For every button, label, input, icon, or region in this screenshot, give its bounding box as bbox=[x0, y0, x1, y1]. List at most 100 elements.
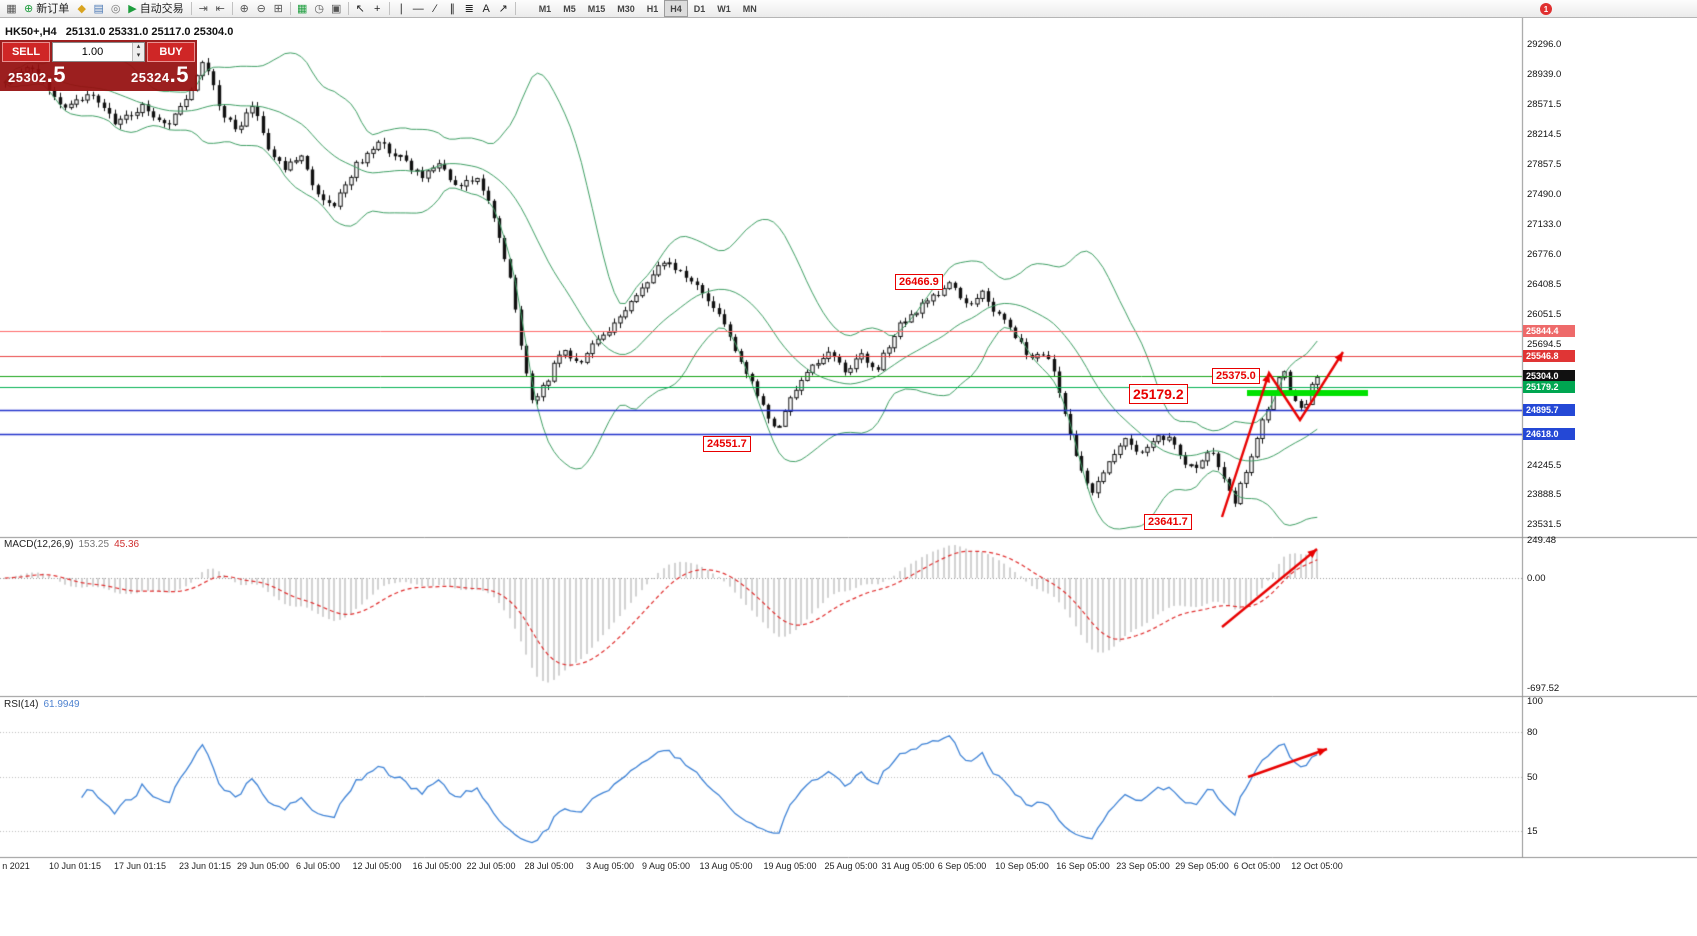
toolbar-separator bbox=[190, 2, 192, 15]
new-order-button-label: 新订单 bbox=[36, 2, 70, 15]
volume-input[interactable]: 1.00 ▴ ▾ bbox=[52, 42, 145, 62]
sell-button[interactable]: SELL bbox=[2, 42, 50, 62]
macd-label: MACD(12,26,9) 153.25 45.36 bbox=[4, 539, 139, 550]
time-axis-label: 29 Sep 05:00 bbox=[1175, 861, 1229, 871]
time-axis-label: 25 Aug 05:00 bbox=[824, 861, 878, 871]
volume-spinner: ▴ ▾ bbox=[132, 43, 144, 61]
macd-axis-label: 0.00 bbox=[1527, 573, 1546, 584]
price-level-annotation[interactable]: 24551.7 bbox=[703, 436, 751, 453]
timeframe-mn[interactable]: MN bbox=[742, 3, 757, 14]
chart-canvas[interactable] bbox=[0, 18, 1697, 936]
toolbar-separator bbox=[231, 2, 233, 15]
fibonacci-icon[interactable]: ≣ bbox=[461, 1, 478, 17]
timeframe-m30[interactable]: M30 bbox=[617, 3, 635, 14]
time-axis-label: 12 Oct 05:00 bbox=[1291, 861, 1343, 871]
volume-value[interactable]: 1.00 bbox=[81, 46, 104, 58]
vertical-line-icon[interactable]: ∣ bbox=[393, 1, 410, 17]
chart-title: HK50+,H4 25131.0 25331.0 25117.0 25304.0 bbox=[5, 26, 233, 38]
zoom-in-icon[interactable]: ⊕ bbox=[236, 1, 253, 17]
time-axis-label: 23 Sep 05:00 bbox=[1116, 861, 1170, 871]
auto-trading-button[interactable]: ▶ 自动交易 bbox=[124, 1, 187, 17]
zoom-out-icon-icon: ⊖ bbox=[256, 2, 266, 15]
volume-down-button[interactable]: ▾ bbox=[133, 52, 144, 61]
arrows-tool-icon[interactable]: ↗ bbox=[495, 1, 512, 17]
price-level-annotation[interactable]: 26466.9 bbox=[895, 274, 943, 291]
time-axis-label: 9 Aug 05:00 bbox=[641, 861, 691, 871]
fibonacci-icon-icon: ≣ bbox=[464, 2, 474, 15]
macd-signal-value: 45.36 bbox=[114, 539, 140, 550]
new-order-button[interactable]: ⊕ 新订单 bbox=[20, 1, 73, 17]
text-icon[interactable]: A bbox=[478, 1, 495, 17]
macd-main-value: 153.25 bbox=[78, 539, 110, 550]
chart-ohlc: 25131.0 25331.0 25117.0 25304.0 bbox=[65, 26, 234, 38]
zoom-out-icon[interactable]: ⊖ bbox=[253, 1, 270, 17]
time-axis-label: 28 Jul 05:00 bbox=[524, 861, 574, 871]
auto-trading-icon: ▶ bbox=[128, 2, 137, 15]
chart-window: HK50+,H4 25131.0 25331.0 25117.0 25304.0… bbox=[0, 18, 1697, 936]
time-axis-label: 13 Aug 05:00 bbox=[699, 861, 753, 871]
profiles-icon[interactable]: ▤ bbox=[90, 1, 107, 17]
new-chart-icon[interactable]: ▦ bbox=[294, 1, 311, 17]
price-axis[interactable]: 29296.0 28939.0 28571.5 28214.5 27857.5 27490… bbox=[1522, 18, 1697, 874]
rsi-axis-label: 50 bbox=[1527, 772, 1538, 784]
scripts-icon[interactable]: ◎ bbox=[107, 1, 124, 17]
sell-price[interactable]: 25302.5 bbox=[8, 64, 66, 86]
toolbar-separator bbox=[388, 2, 390, 15]
template-icon[interactable]: ▣ bbox=[328, 1, 345, 17]
time-axis[interactable]: n 2021 10 Jun 01:15 17 Jun 01:15 23 Jun 01:… bbox=[0, 857, 1697, 875]
trendline-icon[interactable]: ∕ bbox=[427, 1, 444, 17]
arrows-tool-icon-icon: ↗ bbox=[498, 2, 508, 15]
history-center-icon[interactable]: ◆ bbox=[73, 1, 90, 17]
timeframe-h4[interactable]: H4 bbox=[664, 0, 688, 17]
charts-grid-icon[interactable]: ▦ bbox=[3, 1, 20, 17]
horizontal-line-icon[interactable]: ― bbox=[410, 1, 427, 17]
crosshair-icon[interactable]: + bbox=[369, 1, 386, 17]
time-axis-label: 31 Aug 05:00 bbox=[881, 861, 935, 871]
one-click-trading-panel: SELL 1.00 ▴ ▾ BUY 25302.5 25324.5 bbox=[0, 40, 197, 91]
volume-up-button[interactable]: ▴ bbox=[133, 43, 144, 52]
price-level-annotation[interactable]: 23641.7 bbox=[1144, 514, 1192, 531]
chart-symbol-period: HK50+,H4 bbox=[5, 26, 57, 38]
buy-button[interactable]: BUY bbox=[147, 42, 195, 62]
new-order-icon: ⊕ bbox=[24, 2, 34, 15]
rsi-axis-label: 15 bbox=[1527, 826, 1538, 837]
price-axis-label: 26776.0 bbox=[1527, 248, 1562, 260]
toolbar-separator bbox=[347, 2, 349, 15]
price-axis-label: 28214.5 bbox=[1527, 129, 1562, 141]
timeframe-w1[interactable]: W1 bbox=[717, 3, 731, 14]
price-axis-label: 25694.5 bbox=[1527, 338, 1562, 350]
timeframe-h1[interactable]: H1 bbox=[646, 3, 659, 14]
price-axis-label: 26051.5 bbox=[1527, 309, 1562, 321]
buy-price[interactable]: 25324.5 bbox=[131, 64, 189, 86]
tile-windows-icon-icon: ⊞ bbox=[273, 2, 283, 15]
timeframe-m1[interactable]: M1 bbox=[538, 3, 552, 14]
price-axis-label: 27133.0 bbox=[1527, 219, 1562, 231]
period-icon[interactable]: ◷ bbox=[311, 1, 328, 17]
price-level-annotation[interactable]: 25375.0 bbox=[1212, 368, 1260, 385]
time-axis-label: 12 Jul 05:00 bbox=[352, 861, 402, 871]
time-axis-label: 10 Sep 05:00 bbox=[995, 861, 1049, 871]
tile-windows-icon[interactable]: ⊞ bbox=[270, 1, 287, 17]
price-level-annotation[interactable]: 25179.2 bbox=[1129, 384, 1188, 405]
time-axis-label: n 2021 bbox=[2, 861, 30, 871]
shift-end-icon[interactable]: ⇥ bbox=[195, 1, 212, 17]
cursor-icon[interactable]: ↖ bbox=[352, 1, 369, 17]
price-axis-label: 27490.0 bbox=[1527, 189, 1562, 201]
auto-scroll-icon[interactable]: ⇤ bbox=[212, 1, 229, 17]
time-axis-label: 10 Jun 01:15 bbox=[48, 861, 102, 871]
time-axis-label: 23 Jun 01:15 bbox=[178, 861, 232, 871]
period-icon-icon: ◷ bbox=[314, 2, 324, 15]
time-axis-label: 29 Jun 05:00 bbox=[236, 861, 290, 871]
price-axis-label: 23888.5 bbox=[1527, 489, 1562, 501]
price-axis-label: 24245.5 bbox=[1527, 459, 1562, 471]
rsi-axis-label: 100 bbox=[1527, 696, 1543, 707]
timeframe-d1[interactable]: D1 bbox=[693, 3, 706, 14]
price-axis-label: 29296.0 bbox=[1527, 39, 1562, 50]
alert-badge[interactable]: 1 bbox=[1540, 3, 1552, 15]
channel-icon[interactable]: ∥ bbox=[444, 1, 461, 17]
text-icon-icon: A bbox=[482, 2, 490, 15]
timeframe-m5[interactable]: M5 bbox=[563, 3, 576, 14]
timeframe-m15[interactable]: M15 bbox=[587, 3, 606, 14]
time-axis-label: 3 Aug 05:00 bbox=[585, 861, 635, 871]
price-tag: 25179.2 bbox=[1523, 380, 1575, 393]
